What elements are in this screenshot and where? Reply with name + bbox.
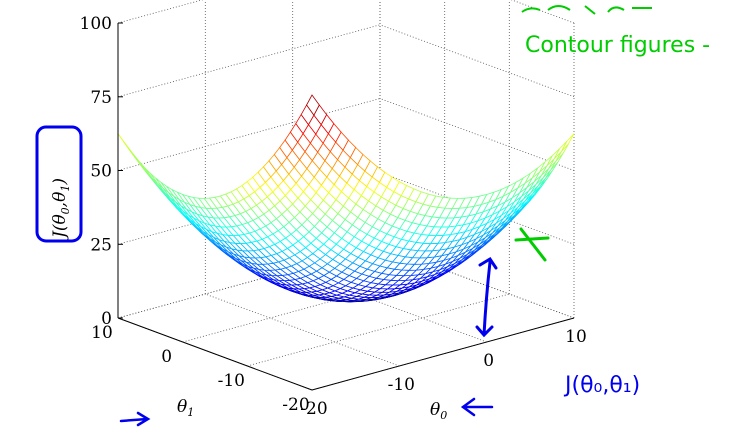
theta0-axis — [311, 317, 575, 391]
handwritten-formula: J(θ₀,θ₁) — [563, 373, 640, 398]
arrow-to-theta0 — [460, 397, 494, 417]
z-tick-label: 50 — [90, 162, 112, 182]
grid-line — [182, 269, 445, 343]
green-arrow — [514, 227, 550, 262]
grid-line — [510, 0, 575, 24]
grid-line — [117, 245, 381, 319]
grid-line — [117, 98, 381, 171]
surface-mesh — [117, 94, 575, 303]
theta0-tick-label: 10 — [565, 327, 587, 347]
green-scribble-top — [521, 5, 652, 15]
grid-line — [379, 98, 575, 171]
z-axis-label: J(θ0,θ1) — [50, 178, 72, 241]
theta1-axis-label: θ1 — [177, 397, 194, 419]
theta0-axis-label: θ0 — [430, 400, 447, 422]
theta1-tick-label: -10 — [218, 371, 245, 391]
grid-line — [117, 24, 381, 98]
theta0-tick-label: -10 — [388, 375, 415, 395]
arrow-to-theta1 — [119, 411, 151, 427]
blue-annotations: J(θ₀,θ₁) — [35, 125, 640, 427]
grid-line — [117, 0, 204, 24]
z-tick-label: 0 — [101, 309, 112, 329]
theta0-tick-label: -20 — [300, 399, 327, 419]
z-tick-label: 75 — [90, 88, 112, 108]
handwritten-top-text: Contour figures - — [525, 33, 710, 58]
theta1-axis — [117, 317, 313, 391]
surface-cell — [306, 94, 320, 116]
grid-line — [205, 293, 400, 367]
z-tick-label: 100 — [80, 14, 112, 34]
theta1-tick-label: -20 — [282, 395, 309, 415]
theta0-tick-label: 0 — [483, 351, 494, 371]
theta1-tick-label: 10 — [91, 323, 113, 343]
z-label-highlight-box — [35, 125, 83, 243]
surface-cell — [560, 133, 575, 152]
green-annotations: Contour figures - — [514, 5, 710, 262]
grid-line — [247, 293, 510, 367]
z-tick-label: 25 — [90, 235, 112, 255]
double-arrow — [475, 256, 498, 338]
theta1-tick-label: 0 — [161, 347, 172, 367]
